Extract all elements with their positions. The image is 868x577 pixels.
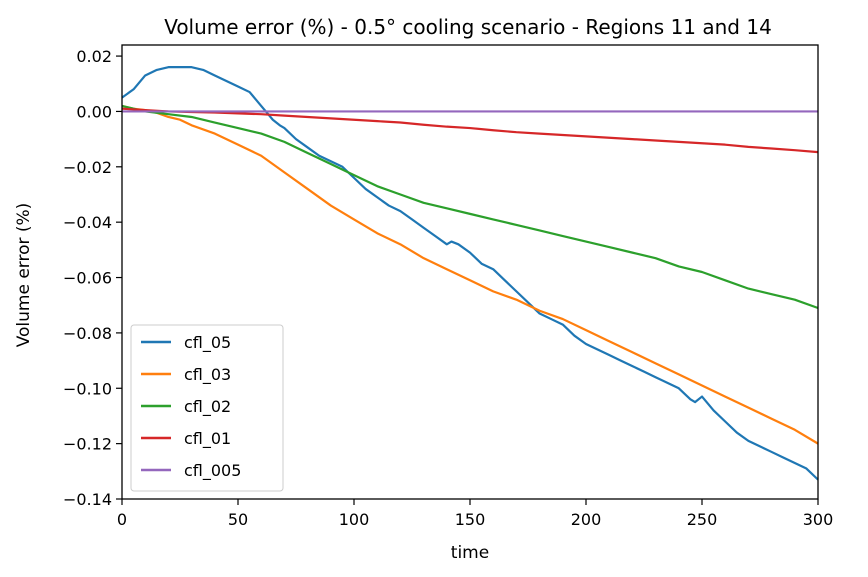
x-tick-label: 250 [687, 510, 718, 529]
y-tick-label: −0.04 [63, 213, 112, 232]
x-tick-label: 0 [117, 510, 127, 529]
y-tick-label: 0.02 [76, 47, 112, 66]
x-axis: 0 50 100 150 200 250 300 [117, 499, 833, 529]
x-tick-label: 50 [228, 510, 248, 529]
series-line-cfl_03 [121, 104, 819, 445]
legend-label-cfl_03: cfl_03 [184, 365, 231, 385]
legend-label-cfl_05: cfl_05 [184, 333, 231, 353]
y-axis-label: Volume error (%) [14, 203, 34, 348]
legend-box [130, 324, 284, 492]
legend-label-cfl_02: cfl_02 [184, 397, 231, 417]
y-tick-label: −0.02 [63, 158, 112, 177]
x-axis-label: time [451, 543, 489, 563]
series-layer [121, 66, 819, 481]
y-tick-label: 0.00 [76, 102, 112, 121]
y-tick-label: −0.12 [63, 435, 112, 454]
y-tick-label: −0.06 [63, 269, 112, 288]
y-tick-label: −0.10 [63, 379, 112, 398]
x-tick-label: 150 [455, 510, 486, 529]
y-tick-label: −0.08 [63, 324, 112, 343]
y-tick-label: −0.14 [63, 490, 112, 509]
series-line-cfl_01 [121, 107, 819, 154]
legend: cfl_05 cfl_03 cfl_02 cfl_01 cfl_005 [130, 324, 284, 492]
chart-title: Volume error (%) - 0.5° cooling scenario… [164, 15, 772, 39]
x-tick-label: 100 [339, 510, 370, 529]
series-line-cfl_05 [121, 66, 819, 481]
y-axis: 0.02 0.00 −0.02 −0.04 −0.06 −0.08 −0.10 −0.12 −0… [63, 47, 122, 509]
x-tick-label: 300 [803, 510, 834, 529]
legend-label-cfl_01: cfl_01 [184, 429, 231, 449]
series-line-cfl_02 [121, 104, 819, 310]
x-tick-label: 200 [571, 510, 602, 529]
legend-label-cfl_005: cfl_005 [184, 461, 241, 481]
